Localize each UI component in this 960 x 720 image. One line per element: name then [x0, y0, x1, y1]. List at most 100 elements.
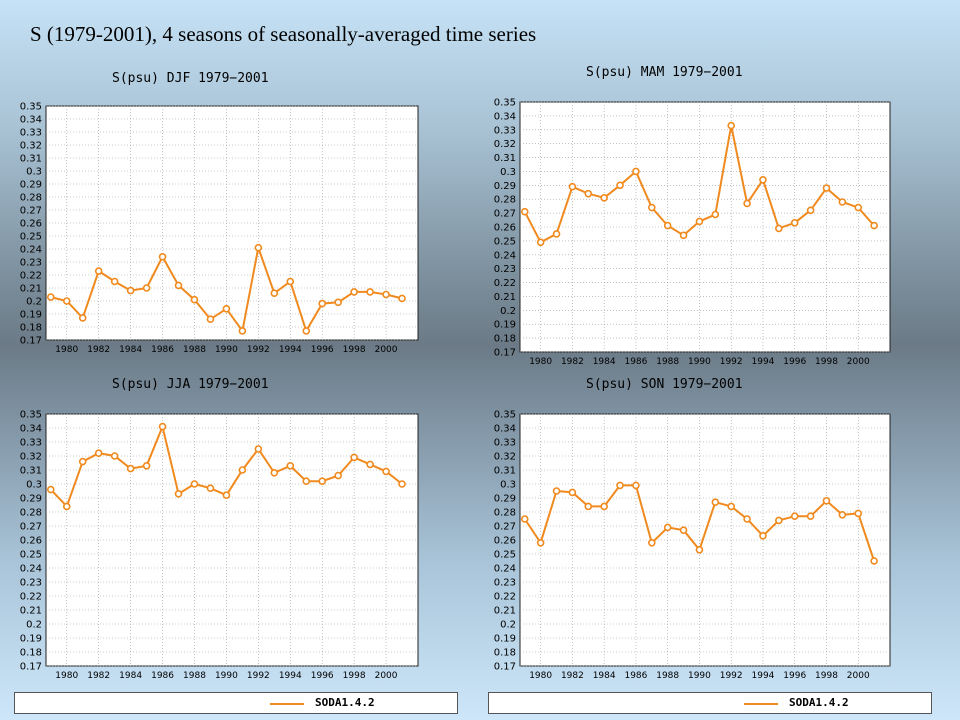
y-tick-label: 0.31 — [20, 154, 42, 165]
data-point — [743, 515, 751, 523]
y-tick-label: 0.22 — [20, 592, 42, 603]
y-tick-label: 0.25 — [20, 232, 42, 243]
data-point — [790, 512, 799, 520]
y-tick-label: 0.3 — [26, 167, 42, 178]
y-tick-label: 0.21 — [20, 606, 42, 617]
y-tick-label: 0.18 — [494, 334, 516, 345]
y-tick-label: 0.34 — [494, 111, 516, 122]
x-tick-label: 1994 — [752, 357, 775, 367]
legend-line — [744, 703, 778, 705]
data-point — [206, 315, 215, 323]
y-tick-label: 0.19 — [494, 634, 516, 645]
data-point — [790, 219, 799, 227]
data-point — [775, 224, 783, 233]
data-point — [711, 210, 720, 219]
y-tick-label: 0.29 — [20, 494, 42, 505]
data-point — [142, 462, 151, 470]
data-point — [584, 502, 593, 511]
y-tick-label: 0.24 — [20, 564, 42, 575]
y-tick-label: 0.31 — [20, 466, 42, 477]
data-point — [759, 532, 767, 540]
data-point — [158, 253, 167, 261]
y-tick-label: 0.24 — [494, 250, 516, 261]
data-point — [806, 206, 815, 215]
x-tick-label: 1992 — [720, 357, 743, 367]
y-tick-label: 0.32 — [20, 452, 42, 463]
data-point — [854, 509, 863, 518]
x-tick-label: 1984 — [119, 345, 142, 355]
data-point — [632, 167, 640, 176]
x-tick-label: 1982 — [87, 345, 110, 355]
x-tick-label: 1988 — [183, 671, 206, 681]
data-point — [94, 449, 103, 457]
data-point — [62, 297, 71, 305]
x-tick-label: 1988 — [656, 357, 679, 367]
x-tick-label: 2000 — [847, 357, 870, 367]
y-tick-label: 0.24 — [494, 564, 516, 575]
chart-title: S(psu) MAM 1979−2001 — [586, 65, 743, 80]
data-point — [158, 422, 167, 431]
y-tick-label: 0.34 — [20, 424, 42, 435]
chart-title: S(psu) SON 1979−2001 — [586, 377, 743, 392]
y-tick-label: 0.3 — [26, 480, 42, 491]
chart-title: S(psu) DJF 1979−2001 — [112, 71, 269, 86]
data-point — [366, 288, 374, 296]
x-tick-label: 2000 — [375, 671, 398, 681]
x-tick-label: 1996 — [783, 671, 806, 681]
data-point — [94, 267, 103, 275]
data-point — [318, 299, 327, 308]
x-tick-label: 1990 — [688, 671, 711, 681]
y-tick-label: 0.32 — [494, 452, 516, 463]
data-point — [366, 460, 374, 469]
data-point — [222, 491, 231, 499]
y-tick-label: 0.31 — [494, 153, 516, 164]
plot-area — [519, 413, 891, 667]
y-tick-label: 0.33 — [20, 128, 42, 139]
y-tick-label: 0.26 — [20, 219, 42, 230]
y-tick-label: 0.21 — [20, 284, 42, 295]
data-point — [711, 498, 720, 506]
data-point — [270, 469, 279, 477]
data-point — [302, 327, 311, 335]
data-point — [536, 539, 545, 547]
data-point — [679, 231, 688, 240]
data-point — [78, 457, 87, 466]
y-tick-label: 0.2 — [26, 297, 42, 308]
data-point — [238, 466, 247, 474]
y-tick-label: 0.29 — [20, 180, 42, 191]
y-tick-label: 0.23 — [20, 258, 42, 269]
y-tick-label: 0.34 — [494, 424, 516, 435]
data-point — [222, 305, 231, 313]
y-tick-label: 0.17 — [494, 662, 516, 673]
data-point — [552, 230, 561, 238]
y-tick-label: 0.35 — [494, 410, 516, 421]
y-tick-label: 0.29 — [494, 494, 516, 505]
data-point — [568, 182, 577, 191]
y-tick-label: 0.35 — [494, 98, 516, 109]
x-tick-label: 1994 — [752, 671, 775, 681]
y-tick-label: 0.22 — [20, 271, 42, 282]
y-tick-label: 0.28 — [494, 195, 516, 206]
y-tick-label: 0.25 — [494, 550, 516, 561]
x-tick-label: 1982 — [561, 357, 584, 367]
legend-line — [270, 703, 304, 705]
data-point — [727, 121, 736, 130]
data-point — [46, 293, 55, 301]
y-tick-label: 0.35 — [20, 410, 42, 421]
data-point — [206, 484, 215, 492]
y-tick-label: 0.31 — [494, 466, 516, 477]
data-point — [663, 221, 672, 230]
x-tick-label: 1998 — [343, 671, 366, 681]
y-tick-label: 0.17 — [494, 348, 516, 359]
x-tick-label: 1998 — [343, 345, 366, 355]
y-tick-label: 0.17 — [20, 662, 42, 673]
y-tick-label: 0.29 — [494, 181, 516, 192]
data-point — [759, 175, 767, 184]
data-point — [663, 523, 672, 532]
x-tick-label: 1980 — [55, 345, 78, 355]
legend-label: SODA1.4.2 — [315, 696, 375, 709]
y-tick-label: 0.25 — [20, 550, 42, 561]
y-tick-label: 0.28 — [20, 508, 42, 519]
data-point — [695, 546, 704, 554]
y-tick-label: 0.18 — [20, 323, 42, 334]
